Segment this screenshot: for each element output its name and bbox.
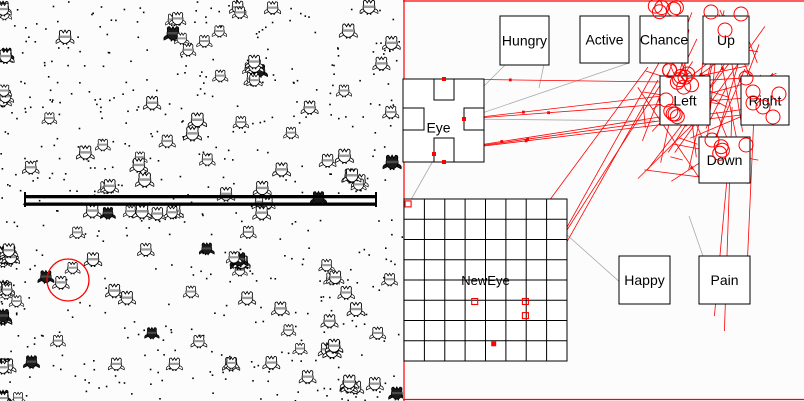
- svg-text:Pain: Pain: [710, 272, 738, 288]
- svg-text:Down: Down: [707, 152, 743, 168]
- svg-text:Left: Left: [673, 93, 696, 109]
- svg-text:Chance: Chance: [640, 32, 688, 48]
- svg-text:Eye: Eye: [426, 120, 450, 136]
- svg-text:Happy: Happy: [624, 272, 664, 288]
- svg-text:Active: Active: [585, 32, 623, 48]
- svg-text:Hungry: Hungry: [502, 33, 547, 49]
- svg-text:NewEye: NewEye: [461, 273, 509, 288]
